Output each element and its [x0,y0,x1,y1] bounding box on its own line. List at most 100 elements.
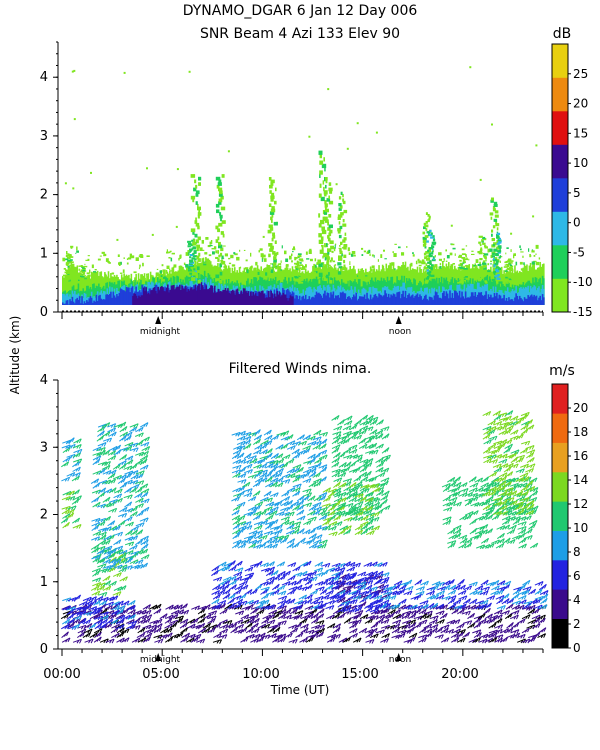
snr-cell [349,290,351,305]
wind-barb [275,453,284,460]
wind-barb [325,605,335,610]
snr-cell [353,294,355,305]
snr-speckle [285,258,289,262]
y-axis-label: Altitude (km) [8,316,22,395]
snr-plume-cell [340,241,343,245]
snr-plume-cell [325,203,328,207]
snr-plume-cell [342,266,346,270]
wind-barb [302,434,311,441]
snr-cell [310,289,313,305]
snr-plume-cell [270,195,275,200]
snr-cell [524,298,527,305]
snr-speckle [506,264,510,268]
snr-cell [301,281,303,305]
wind-barb [392,603,401,610]
snr-plume-cell [194,220,198,224]
snr-speckle [345,272,348,276]
snr-speckle [520,268,523,271]
snr-speckle [213,246,217,250]
snr-speckle [366,252,370,254]
snr-cell [288,290,290,305]
snr-cell [312,296,314,305]
snr-speckle [245,267,249,270]
wind-barb [502,537,511,544]
snr-speckle [76,250,79,253]
snr-cell [211,285,214,305]
snr-plume-cell [221,255,224,260]
wind-barb [237,485,246,492]
snr-cell [421,299,424,305]
wind-barb [364,470,372,478]
snr-cell [414,279,416,305]
snr-plume-cell [219,190,223,195]
snr-plume-cell [221,174,225,178]
snr-plume-cell [189,262,193,265]
wind-barb [233,602,242,610]
snr-speckle [286,264,288,268]
snr-cell [169,289,172,305]
wind-barb [365,501,374,507]
snr-cell [351,297,354,305]
snr-speckle [520,251,524,253]
wind-barb [217,588,226,595]
snr-plume-cell [65,255,69,258]
snr-plume-cell [498,281,503,284]
snr-cell [288,298,291,305]
wind-barb [314,457,323,464]
wind-barb [429,615,439,621]
snr-plume-cell [425,228,428,231]
snr-cell [356,300,359,305]
snr-speckle [520,248,522,251]
snr-speckle [281,245,283,249]
snr-plume-cell [492,208,496,212]
snr-cell [77,299,80,305]
wind-barb [242,521,252,526]
wind-barb [289,627,299,634]
snr-speckle [412,252,414,254]
snr-plume-cell [268,177,272,181]
snr-cell [310,297,313,305]
snr-plume-cell [431,280,435,283]
wind-barb-plot [60,410,549,644]
colorbar-tick-label: -15 [573,305,593,319]
wind-barb [254,444,263,450]
snr-cell [500,298,503,305]
snr-plume-cell [339,205,343,209]
snr-plume-cell [319,170,323,175]
wind-barb [275,467,284,474]
snr-cell [138,295,140,305]
wind-barb [127,609,136,615]
snr-cell [304,294,307,305]
wind-barb [244,572,255,578]
wind-barb [102,575,111,582]
snr-plume-cell [338,203,342,207]
wind-barb [263,530,273,536]
snr-plume-cell [64,271,69,274]
snr-plume-cell [484,273,487,276]
snr-plume-cell [189,250,192,253]
snr-cell [421,291,424,305]
snr-plume-cell [505,276,509,279]
wind-barb [72,461,81,468]
snr-speckle [262,254,266,258]
snr-cell [313,287,315,305]
snr-cell [490,294,492,305]
wind-barb [71,472,81,477]
snr-cell [207,289,210,305]
wind-barb [228,579,238,586]
snr-plume-cell [508,279,512,282]
snr-plume-cell [326,258,330,263]
wind-barb [112,525,121,532]
snr-plume-cell [463,265,465,268]
wind-barb [213,622,222,629]
snr-cell [114,297,117,305]
snr-speckle [315,264,317,268]
snr-plume-cell [484,253,489,256]
wind-barb [369,608,379,613]
snr-plume-cell [327,248,332,252]
wind-barb [456,637,466,643]
snr-speckle [257,271,260,275]
snr-cell [434,291,437,305]
snr-plume-cell [328,224,333,229]
snr-plume-cell [81,266,85,268]
